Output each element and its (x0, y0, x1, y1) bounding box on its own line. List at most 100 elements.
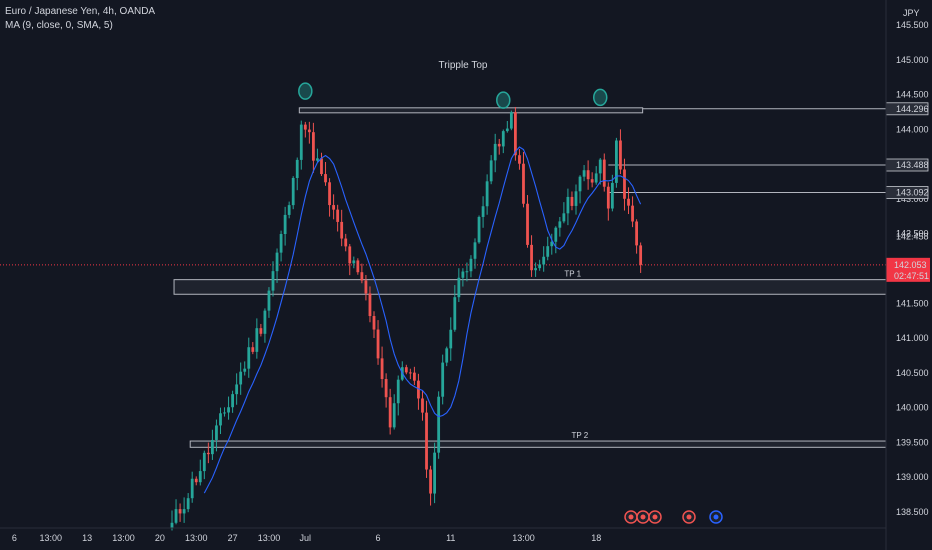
candle-body (376, 329, 380, 359)
moving-average-line[interactable] (203, 146, 642, 494)
candle-body (332, 205, 335, 210)
candle-body (505, 128, 509, 132)
candle-body (239, 371, 243, 385)
event-icon-dot (640, 514, 646, 520)
candle-body (231, 394, 234, 408)
candle-body (368, 293, 372, 317)
x-tick-label: 13 (82, 533, 92, 543)
target-zone-label: TP 1 (564, 270, 581, 279)
x-tick-label: 27 (228, 533, 238, 543)
candle-body (586, 170, 590, 180)
x-tick-label: 13:00 (112, 533, 135, 543)
candle-body (578, 176, 582, 192)
candle-body (259, 328, 263, 334)
symbol-title[interactable]: Euro / Japanese Yen, 4h, OANDA (5, 6, 156, 17)
triple-top-marker[interactable] (298, 82, 313, 100)
candle-body (610, 182, 614, 209)
countdown-label: 02:47:51 (894, 271, 929, 281)
candle-body (481, 206, 485, 217)
candle-body (441, 362, 445, 397)
candle-body (445, 348, 449, 363)
candle-body (566, 196, 570, 214)
level-value-label: 143.092 (896, 188, 929, 198)
candle-body (372, 316, 376, 330)
candle-body (299, 124, 303, 160)
candle-body (457, 277, 461, 298)
y-tick-label: 145.500 (896, 20, 929, 30)
candle-body (312, 132, 315, 161)
candle-body (384, 379, 388, 398)
candle-body (514, 112, 517, 156)
candle-body (215, 425, 218, 440)
candle-body (582, 170, 586, 177)
candle-body (320, 158, 323, 175)
y-tick-label: 142.500 (896, 229, 929, 239)
y-tick-label: 141.000 (896, 333, 929, 343)
candle-body (574, 191, 578, 206)
candle-body (174, 509, 178, 523)
candle-body (392, 403, 396, 428)
candle-body (352, 260, 356, 264)
candle-body (590, 179, 594, 183)
candle-body (534, 268, 537, 271)
candle-body (348, 246, 352, 264)
candle-body (198, 471, 202, 483)
candle-body (615, 140, 618, 183)
candle-body (247, 347, 251, 369)
target-zone-1[interactable] (173, 279, 887, 295)
candle-body (364, 280, 368, 294)
candle-body (522, 163, 525, 204)
candle-body (396, 379, 400, 404)
candle-body (211, 439, 214, 455)
candle-body (485, 181, 489, 207)
candle-body (469, 258, 473, 272)
candle-body (316, 158, 319, 161)
candle-body (283, 214, 287, 234)
triple-top-marker[interactable] (592, 88, 608, 107)
candle-body (295, 159, 299, 178)
candle-body (279, 233, 283, 253)
x-tick-label: 6 (376, 533, 381, 543)
indicator-legend[interactable]: MA (9, close, 0, SMA, 5) (5, 20, 113, 31)
candle-body (546, 246, 550, 257)
candle-body (291, 177, 295, 206)
candle-body (227, 407, 230, 413)
candle-body (287, 205, 291, 215)
y-tick-label: 144.000 (896, 124, 929, 134)
candle-body (223, 412, 226, 414)
candle-body (340, 221, 344, 239)
candle-body (275, 252, 279, 272)
candle-body (408, 372, 412, 374)
current-price-box (886, 257, 930, 282)
current-price-label: 142.053 (894, 260, 927, 270)
candle-body (554, 227, 558, 242)
x-tick-label: 13:00 (40, 533, 63, 543)
candle-body (255, 328, 259, 352)
y-tick-label: 143.000 (896, 194, 929, 204)
candle-body (380, 358, 384, 380)
candle-body (202, 452, 206, 472)
event-icon-dot (713, 514, 719, 520)
triple-top-marker[interactable] (496, 91, 511, 109)
candle-body (417, 380, 420, 399)
candle-body (356, 260, 360, 273)
x-tick-label: 13:00 (258, 533, 281, 543)
candle-body (404, 367, 408, 373)
candle-body (518, 155, 521, 164)
candle-body (190, 478, 194, 499)
candle-body (336, 209, 340, 222)
candle-body (413, 372, 416, 381)
triple-top-annotation[interactable]: Tripple Top (439, 60, 488, 71)
candle-body (526, 203, 529, 245)
candle-body (509, 112, 513, 129)
resistance-box[interactable] (298, 107, 644, 114)
candle-body (437, 396, 441, 453)
candle-body (530, 244, 533, 271)
candle-body (594, 173, 598, 183)
y-tick-label: 145.000 (896, 55, 929, 65)
y-tick-label: 140.000 (896, 403, 929, 413)
event-icon-dot (652, 514, 658, 520)
candle-body (631, 205, 634, 222)
target-zone-2[interactable] (189, 440, 887, 448)
